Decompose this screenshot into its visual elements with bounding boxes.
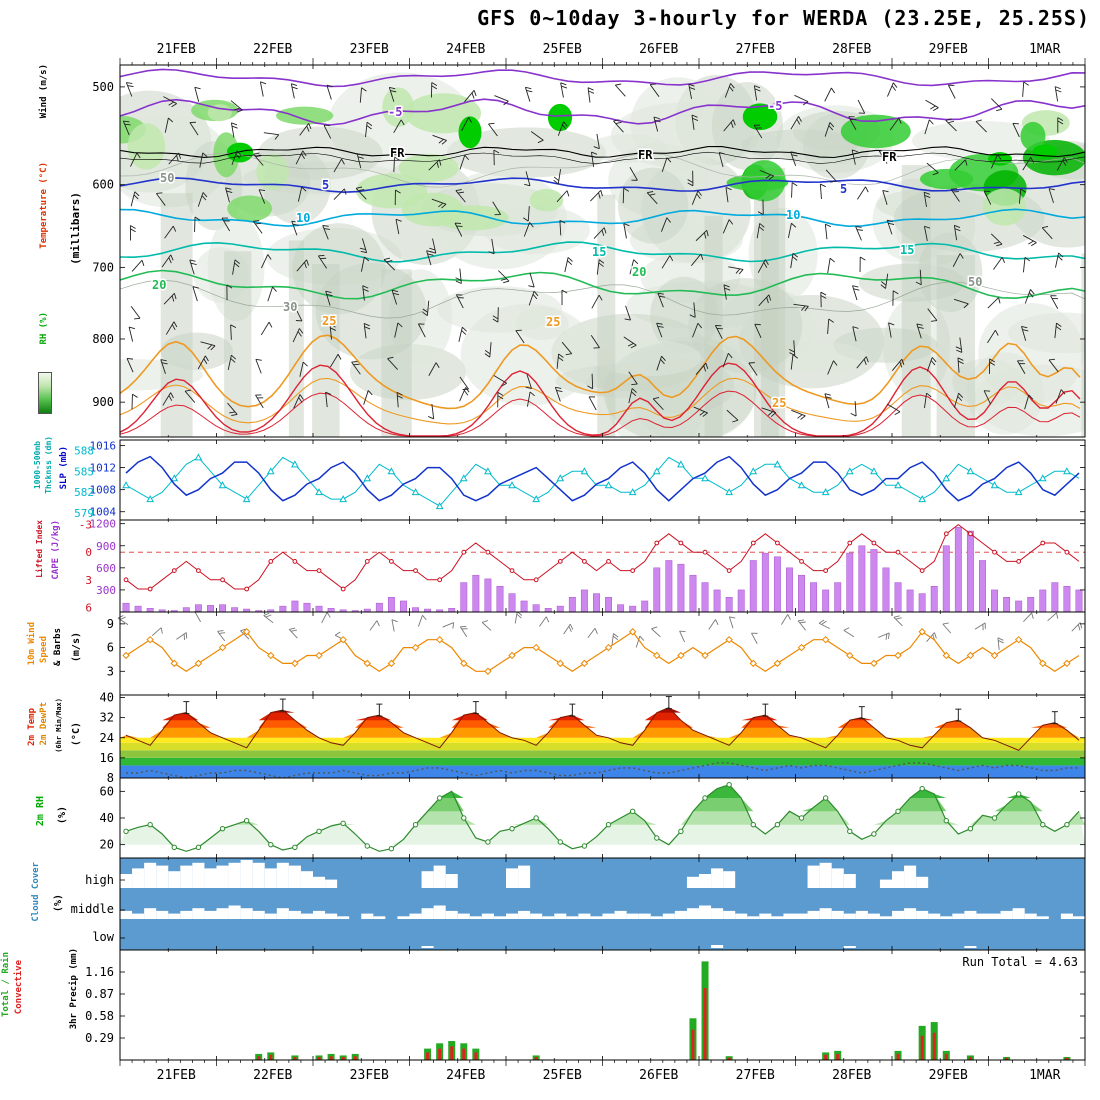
svg-text:0: 0 <box>85 546 92 559</box>
date-label: 26FEB <box>639 42 679 57</box>
date-label: 29FEB <box>928 1068 968 1083</box>
date-label: 23FEB <box>349 1068 389 1083</box>
svg-text:30: 30 <box>283 300 297 314</box>
panel-10m-wind: 9 6 3 <box>107 610 1086 696</box>
svg-text:10: 10 <box>296 211 310 225</box>
svg-text:16: 16 <box>100 751 114 765</box>
svg-text:-5: -5 <box>768 99 782 113</box>
svg-text:579: 579 <box>74 507 94 520</box>
svg-text:0.58: 0.58 <box>85 1009 114 1023</box>
date-label: 25FEB <box>542 42 582 57</box>
svg-text:0.29: 0.29 <box>85 1031 114 1045</box>
date-label: 29FEB <box>928 42 968 57</box>
date-label: 24FEB <box>446 42 486 57</box>
contour-labels: -5 -5 5 5 10 10 15 15 20 20 25 25 25 FR FR FR 30 50 50 <box>151 98 984 412</box>
svg-text:900: 900 <box>96 540 116 553</box>
svg-text:1008: 1008 <box>90 484 117 497</box>
svg-text:24: 24 <box>100 731 114 745</box>
svg-text:585: 585 <box>74 465 94 478</box>
svg-text:6: 6 <box>107 641 114 655</box>
svg-text:40: 40 <box>100 691 114 705</box>
svg-text:588: 588 <box>74 444 94 457</box>
svg-text:25: 25 <box>322 314 336 328</box>
panel-cape-li: 1200 900 600 300 -3 0 3 6 <box>79 518 1086 614</box>
date-label: 24FEB <box>446 1068 486 1083</box>
svg-text:Run Total = 4.63: Run Total = 4.63 <box>962 955 1078 969</box>
svg-text:6: 6 <box>85 601 92 614</box>
svg-text:50: 50 <box>968 275 982 289</box>
svg-text:300: 300 <box>96 584 116 597</box>
svg-text:40: 40 <box>100 811 114 825</box>
date-label: 27FEB <box>735 1068 775 1083</box>
svg-text:middle: middle <box>71 902 114 916</box>
date-label: 25FEB <box>542 1068 582 1083</box>
svg-text:700: 700 <box>92 260 114 274</box>
svg-text:5: 5 <box>322 178 329 192</box>
svg-text:FR: FR <box>882 150 897 164</box>
svg-text:20: 20 <box>632 265 646 279</box>
rh-shading <box>120 72 1085 437</box>
svg-text:25: 25 <box>772 396 786 410</box>
svg-text:3: 3 <box>85 574 92 587</box>
svg-text:32: 32 <box>100 711 114 725</box>
svg-text:9: 9 <box>107 617 114 631</box>
svg-text:8: 8 <box>107 771 114 785</box>
date-label: 1MAR <box>1029 42 1061 57</box>
svg-text:15: 15 <box>592 245 606 259</box>
svg-text:high: high <box>85 873 114 887</box>
svg-text:-3: -3 <box>79 519 92 532</box>
svg-text:1200: 1200 <box>90 518 117 531</box>
svg-text:20: 20 <box>152 278 166 292</box>
chart-title: GFS 0~10day 3-hourly for WERDA (23.25E, … <box>477 6 1090 30</box>
svg-text:1.16: 1.16 <box>85 965 114 979</box>
svg-text:600: 600 <box>96 562 116 575</box>
svg-text:25: 25 <box>546 315 560 329</box>
panel-precip: 1.16 0.87 0.58 0.29 Run Total = 4.63 <box>85 949 1086 1066</box>
panel-slp-thickness: 1016 1012 1008 1004 588 585 582 579 <box>74 439 1086 521</box>
svg-text:low: low <box>92 930 114 944</box>
wind-barbs <box>122 81 1068 423</box>
svg-text:1004: 1004 <box>90 506 117 519</box>
svg-text:60: 60 <box>100 784 114 798</box>
svg-text:50: 50 <box>160 171 174 185</box>
panel-2m-temp: 40 32 24 16 8 <box>100 691 1086 785</box>
panel-2m-rh: 60 40 20 <box>100 777 1086 859</box>
svg-text:FR: FR <box>390 146 405 160</box>
svg-text:1012: 1012 <box>90 462 117 475</box>
rh-colorbar <box>38 372 52 414</box>
date-label: 28FEB <box>832 1068 872 1083</box>
svg-text:-5: -5 <box>388 105 402 119</box>
svg-text:15: 15 <box>900 243 914 257</box>
svg-text:0.87: 0.87 <box>85 987 114 1001</box>
svg-text:5: 5 <box>840 182 847 196</box>
svg-text:800: 800 <box>92 332 114 346</box>
temperature-contours <box>120 68 1085 437</box>
svg-text:500: 500 <box>92 80 114 94</box>
date-label: 22FEB <box>253 1068 293 1083</box>
date-label: 27FEB <box>735 42 775 57</box>
panel-upper-air: -5 -5 5 5 10 10 15 15 20 20 25 25 25 FR FR FR 30 50 50 500 6… <box>92 58 1086 438</box>
date-label: 23FEB <box>349 42 389 57</box>
panel-cloud-cover: high middle low <box>71 857 1086 951</box>
date-label: 28FEB <box>832 42 872 57</box>
svg-text:10: 10 <box>786 208 800 222</box>
date-label: 21FEB <box>156 42 196 57</box>
svg-text:FR: FR <box>638 148 653 162</box>
date-label: 1MAR <box>1029 1068 1061 1083</box>
svg-text:3: 3 <box>107 664 114 678</box>
date-label: 26FEB <box>639 1068 679 1083</box>
svg-text:900: 900 <box>92 395 114 409</box>
svg-text:582: 582 <box>74 486 94 499</box>
svg-text:1016: 1016 <box>90 440 117 453</box>
svg-text:20: 20 <box>100 838 114 852</box>
date-label: 21FEB <box>156 1068 196 1083</box>
date-label: 22FEB <box>253 42 293 57</box>
svg-text:600: 600 <box>92 178 114 192</box>
